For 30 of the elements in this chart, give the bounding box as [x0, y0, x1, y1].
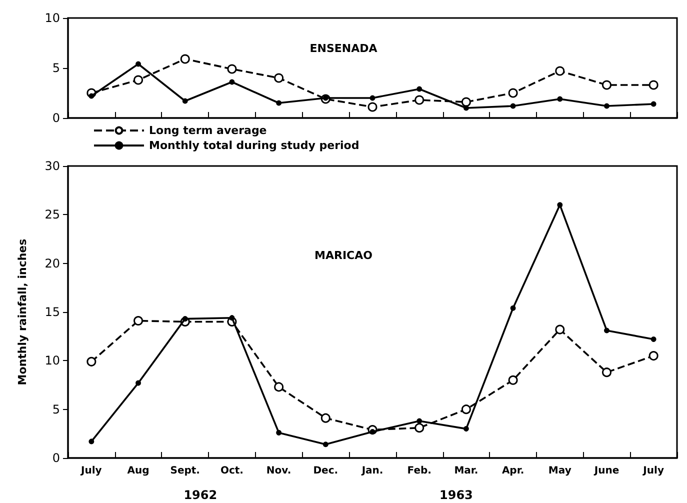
y-tick-label: 10: [44, 354, 60, 368]
y-tick-label: 30: [44, 159, 60, 173]
x-tick-label: July: [642, 466, 664, 476]
x-tick-label: July: [80, 466, 102, 476]
y-axis-title: Monthly rainfall, inches: [16, 238, 29, 386]
y-tick-label: 0: [52, 451, 60, 465]
text: 1963: [439, 488, 473, 502]
text: ENSENADA: [310, 42, 378, 55]
y-tick-label: 5: [52, 61, 60, 75]
x-tick-label: Oct.: [220, 466, 244, 476]
x-tick-label: June: [593, 466, 620, 476]
y-tick-label: 15: [44, 305, 60, 319]
y-tick-label: 20: [44, 256, 60, 270]
legend-label: Monthly total during study period: [149, 139, 360, 152]
x-tick-label: Jan.: [360, 466, 384, 476]
x-tick-label: Nov.: [266, 466, 292, 476]
x-tick-label: Mar.: [454, 466, 478, 476]
text: 1962: [184, 488, 218, 502]
x-tick-label: Apr.: [502, 466, 524, 476]
x-tick-label: Aug: [127, 466, 150, 476]
x-tick-label: Feb.: [407, 466, 432, 476]
x-tick-label: Dec.: [313, 466, 338, 476]
text: MARICAO: [314, 249, 372, 262]
y-tick-label: 10: [44, 11, 60, 25]
x-tick-label: Sept.: [170, 466, 200, 476]
y-tick-label: 5: [52, 402, 60, 416]
y-tick-label: 0: [52, 111, 60, 125]
y-tick-label: 25: [44, 208, 60, 222]
x-tick-label: May: [548, 466, 572, 476]
legend-label: Long term average: [149, 124, 267, 137]
